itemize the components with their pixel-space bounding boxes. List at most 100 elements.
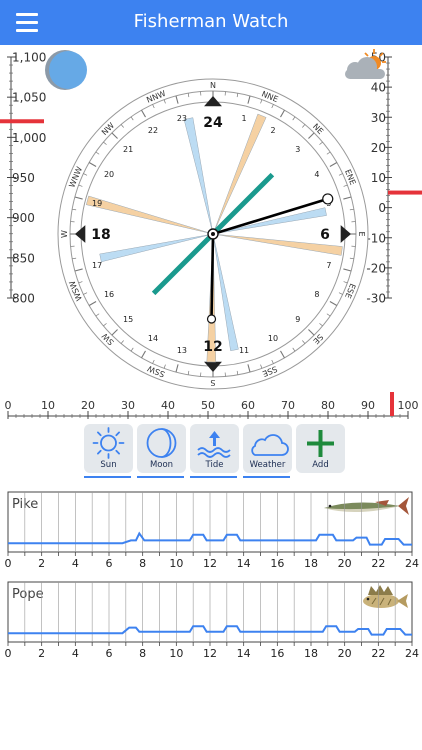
hour-axis-label: 4 (72, 647, 79, 660)
percent-label: 100 (398, 399, 419, 412)
temperature-label: 30 (371, 111, 386, 125)
direction-label: S (210, 378, 215, 387)
sun-icon (92, 427, 125, 459)
hour-label: 17 (92, 261, 102, 270)
pressure-label: 1,100 (12, 51, 46, 65)
pike-fish-image (324, 497, 409, 515)
temperature-label: 20 (371, 141, 386, 155)
hour-label: 1 (242, 114, 247, 123)
moon-underline (137, 476, 184, 478)
cardinal-pointer (204, 361, 222, 372)
sun-moon-ray (85, 195, 214, 235)
weather-underline (243, 476, 290, 478)
hour-axis-label: 8 (139, 557, 146, 570)
hamburger-menu-icon[interactable] (16, 13, 38, 32)
pressure-label: 950 (12, 171, 35, 185)
pressure-label: 1,000 (12, 131, 46, 145)
major-hour-label: 6 (320, 227, 330, 243)
percent-label: 60 (241, 399, 255, 412)
tide-button[interactable]: Tide (190, 424, 239, 478)
hour-axis-label: 18 (304, 647, 318, 660)
pressure-label: 850 (12, 251, 35, 265)
hour-axis-label: 6 (106, 647, 113, 660)
sun-button[interactable]: Sun (84, 424, 133, 478)
percent-label: 10 (41, 399, 55, 412)
temperature-label: 10 (371, 171, 386, 185)
fish-chart-pope[interactable]: 0 2 4 6 8 10 12 14 16 18 20 22 24 (0, 576, 422, 666)
percent-label: 70 (281, 399, 295, 412)
hour-label: 15 (123, 315, 133, 324)
tide-label: Tide (205, 460, 224, 470)
hour-axis-label: 12 (203, 557, 217, 570)
hour-axis-label: 12 (203, 647, 217, 660)
major-hour-label: 18 (91, 227, 110, 243)
weather-label: Weather (249, 460, 286, 470)
hour-hand (210, 233, 215, 320)
hour-axis-label: 16 (270, 647, 284, 660)
fish-name-pope: Pope (12, 587, 44, 602)
moon-icon (146, 428, 177, 458)
percent-label: 30 (121, 399, 135, 412)
sun-moon-ray (212, 113, 267, 235)
hour-axis-label: 8 (139, 647, 146, 660)
percent-label: 50 (201, 399, 215, 412)
hour-axis-label: 24 (405, 647, 419, 660)
hour-label: 22 (148, 126, 158, 135)
major-hour-label: 12 (203, 339, 222, 355)
cardinal-pointer (75, 225, 86, 243)
direction-label: N (210, 81, 216, 90)
hour-label: 13 (177, 346, 187, 355)
pope-fish-image (363, 585, 408, 608)
hour-axis-label: 20 (338, 647, 352, 660)
temperature-label: -10 (366, 231, 386, 245)
percent-label: 20 (81, 399, 95, 412)
hour-label: 11 (239, 346, 249, 355)
hour-axis-label: 20 (338, 557, 352, 570)
hour-label: 21 (123, 145, 133, 154)
temperature-marker (388, 190, 422, 195)
app-bar: Fisherman Watch (0, 0, 422, 45)
sun-underline (84, 476, 131, 478)
add-label: Add (312, 460, 329, 470)
hour-axis-label: 2 (38, 557, 45, 570)
weather-button[interactable]: Weather (243, 424, 292, 478)
hour-label: 14 (148, 334, 158, 343)
tide-icon (197, 431, 231, 458)
moon-phase-icon[interactable] (45, 50, 87, 90)
pressure-scale: 1,100 1,050 1,000 950 900 850 800 (0, 51, 46, 306)
tide-underline (190, 476, 237, 478)
hour-axis-label: 14 (237, 647, 251, 660)
partly-cloudy-icon[interactable] (345, 49, 386, 79)
hour-label: 3 (295, 145, 300, 154)
temperature-label: -20 (366, 261, 386, 275)
hour-label: 10 (268, 334, 278, 343)
pressure-label: 900 (12, 211, 35, 225)
pressure-label: 1,050 (12, 91, 46, 105)
hour-axis-label: 6 (106, 557, 113, 570)
temperature-label: 0 (378, 201, 386, 215)
cardinal-pointer (340, 225, 351, 243)
hour-axis-label: 18 (304, 557, 318, 570)
hour-label: 9 (295, 315, 300, 324)
minute-hand (212, 197, 329, 236)
minute-hand-tip (322, 193, 334, 205)
fish-chart-pike[interactable]: 0 2 4 6 8 10 12 14 16 18 20 22 24 (0, 486, 422, 576)
hour-label: 16 (104, 290, 114, 299)
cardinal-pointer (204, 96, 222, 107)
moon-label: Moon (149, 460, 174, 470)
hour-hand-tip (206, 314, 217, 324)
hour-axis-label: 10 (169, 557, 183, 570)
hour-label: 4 (314, 170, 319, 179)
sun-moon-ray (212, 233, 239, 352)
compass-clock: NNNENEENEEESESESSESSSWSWWSWWWNWNWNNW1234… (57, 78, 369, 390)
plus-icon (307, 430, 334, 457)
hour-label: 19 (92, 199, 102, 208)
add-button[interactable]: Add (296, 424, 345, 473)
hour-axis-label: 0 (5, 647, 12, 660)
hour-label: 20 (104, 170, 114, 179)
moon-button[interactable]: Moon (137, 424, 186, 478)
hour-label: 23 (177, 114, 187, 123)
hour-axis-label: 22 (371, 647, 385, 660)
temperature-label: -30 (366, 292, 386, 306)
